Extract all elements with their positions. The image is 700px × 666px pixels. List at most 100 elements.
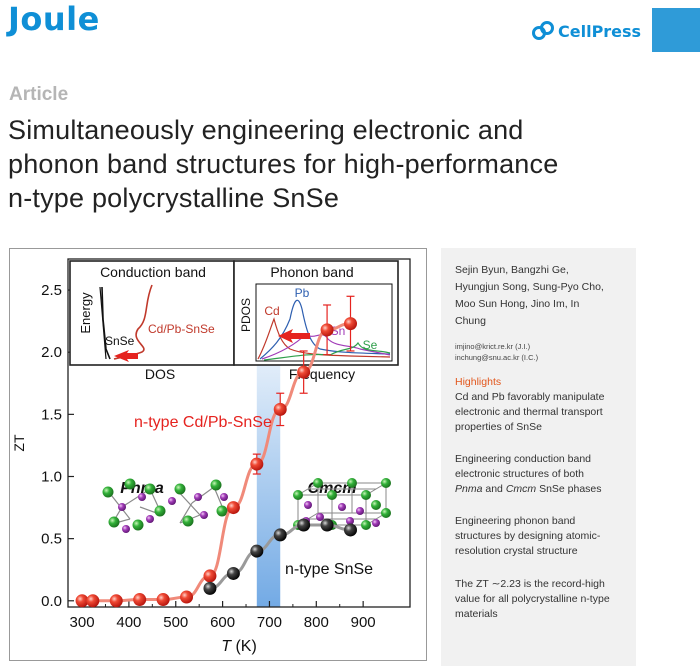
y-tick-label: 2.0 [41,344,62,361]
data-point [344,317,358,331]
y-tick-label: 2.5 [41,282,62,299]
sidebar: Sejin Byun, Bangzhi Ge, Hyungjun Song, S… [441,248,636,666]
data-point [156,593,170,607]
highlight-4: The ZT ∼2.23 is the record-high value fo… [455,577,633,622]
inset-left-cdpb: Cd/Pb-SnSe [148,322,215,336]
highlight-2-and: and [485,483,503,495]
series-snse-label: n-type SnSe [285,561,373,578]
series-layer [75,295,358,608]
email-2[interactable]: inchung@snu.ac.kr (I.C.) [455,353,539,362]
inset-left-xlabel: DOS [145,366,175,382]
series-cdpb-label: n-type Cd/Pb-SnSe [134,414,272,431]
x-tick-label: 900 [351,614,376,631]
corner-block [652,8,700,52]
highlight-2-tail: SnSe phases [539,483,602,495]
snse-dos-curve [101,286,111,360]
pnma-crystal-structure: Pnma [102,478,228,533]
highlight-2-pnma: Pnma [455,483,483,495]
data-point [133,593,147,607]
data-point [344,523,358,537]
zt-chart: ZT T (K) 300 400 500 600 700 800 900 0.0 0.5 1.0… [11,258,411,655]
inset-right-pb: Pb [295,286,310,300]
highlight-3: Engineering phonon band structures by de… [455,514,633,559]
article-type: Article [9,84,69,105]
inset-right-ylabel: PDOS [239,298,253,332]
highlight-3-line-2: structures by designing atomic- [455,530,601,542]
x-axis-unit: (K) [231,638,257,655]
inset-right-title: Phonon band [270,264,353,280]
y-tick-label: 0.0 [41,593,62,610]
highlight-1-line-2: electronic and thermal transport [455,406,603,418]
inset-conduction-band: Conduction band Energy SnSe Cd/Pb-SnSe D… [69,260,235,382]
publisher-logo: CellPress [532,19,641,43]
y-tick-label: 1.5 [41,406,62,423]
title-line-2: phonon band structures for high-performa… [8,149,559,179]
highlight-4-line-3: materials [455,608,498,620]
data-point [226,566,240,580]
x-axis-label: T (K) [221,638,257,655]
data-point [180,590,194,604]
highlight-2-cmcm: Cmcm [505,483,537,495]
data-point [320,518,334,532]
data-point [226,501,240,515]
data-point [203,569,217,583]
right-shift-arrow [278,329,310,343]
correspondence-emails: imjino@krict.re.kr (J.I.) inchung@snu.ac… [455,341,633,363]
authors-line-2: Hyungjun Song, Sung-Pyo Cho, [455,281,604,293]
email-1[interactable]: imjino@krict.re.kr (J.I.) [455,342,531,351]
highlight-1-line-1: Cd and Pb favorably manipulate [455,391,605,403]
data-point [86,594,100,608]
title-line-1: Simultaneously engineering electronic an… [8,115,524,145]
pdos-sn-curve [261,333,391,360]
data-point [297,365,311,379]
inset-right-se: Se [363,338,378,352]
highlight-3-line-3: resolution crystal structure [455,545,578,557]
y-tick-label: 1.0 [41,469,62,486]
highlight-3-line-1: Engineering phonon band [455,515,576,527]
y-tick-label: 0.5 [41,531,62,548]
authors-line-4: Chung [455,315,486,327]
inset-right-cd: Cd [264,304,279,318]
graphical-abstract: ZT T (K) 300 400 500 600 700 800 900 0.0 0.5 1.0… [9,248,427,661]
pdos-pb-curve [259,299,391,360]
data-point [320,323,334,337]
highlight-1-line-3: properties of SnSe [455,421,542,433]
x-tick-label: 700 [257,614,282,631]
highlight-2-line-2: electronic structures of both [455,468,584,480]
cellpress-icon [532,21,554,40]
title-line-3: n-type polycrystalline SnSe [8,183,340,213]
inset-phonon-band: Phonon band PDOS Pb Cd Sn Se Frequency [233,260,399,382]
x-axis-var: T [221,638,232,655]
inset-left-title: Conduction band [100,264,206,280]
pdos-se-curve [263,341,391,361]
data-point [250,457,264,471]
data-point [75,594,89,608]
authors-line-1: Sejin Byun, Bangzhi Ge, [455,264,569,276]
left-shift-arrow [114,350,138,362]
data-point [203,581,217,595]
authors-line-3: Moo Sun Hong, Jino Im, In [455,298,580,310]
highlight-4-line-1: The ZT ∼2.23 is the record-high [455,578,605,590]
publisher-name: CellPress [558,21,642,41]
highlight-2: Engineering conduction band electronic s… [455,452,633,497]
data-point [273,528,287,542]
x-axis-ticks: 300 400 500 600 700 800 900 [70,601,376,631]
inset-left-ylabel: Energy [78,292,93,334]
data-point [273,402,287,416]
data-point [297,518,311,532]
data-point [250,544,264,558]
journal-logo: Joule [8,0,100,38]
x-tick-label: 600 [210,614,235,631]
x-tick-label: 300 [70,614,95,631]
article-title: Simultaneously engineering electronic an… [8,113,668,215]
inset-left-snse: SnSe [105,334,135,348]
highlight-2-line-3: Pnma and Cmcm SnSe phases [455,482,633,497]
data-point [109,594,123,608]
plot-frame [67,258,411,608]
authors: Sejin Byun, Bangzhi Ge, Hyungjun Song, S… [455,262,633,330]
x-tick-label: 500 [163,614,188,631]
y-axis-label: ZT [11,434,27,452]
highlight-4-line-2: value for all polycrystalline n-type [455,593,610,605]
x-tick-label: 800 [304,614,329,631]
highlights-title: Highlights [455,376,502,388]
